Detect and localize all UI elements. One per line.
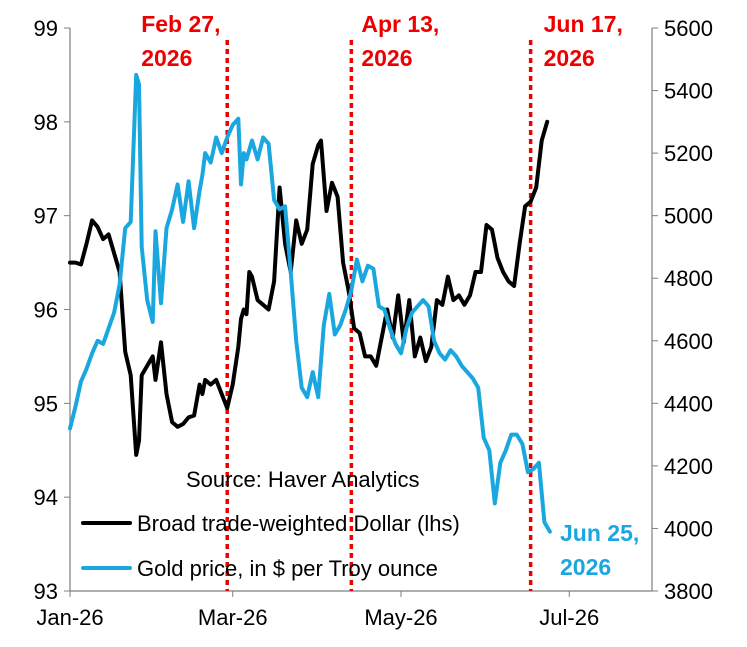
series-group bbox=[68, 72, 552, 534]
right-tick-label: 3800 bbox=[664, 579, 713, 604]
left-tick-label: 96 bbox=[34, 298, 58, 323]
event-label-year: 2026 bbox=[544, 45, 595, 71]
right-tick-label: 4800 bbox=[664, 266, 713, 291]
annotations: Feb 27, 2026 Apr 13, 2026 Jun 17, 2026 Jun 25,… bbox=[141, 11, 639, 580]
right-tick-label: 4600 bbox=[664, 329, 713, 354]
dollar-series-line bbox=[68, 119, 550, 457]
event-label-date: Jun 17, bbox=[544, 11, 623, 37]
event-label-date: Feb 27, bbox=[141, 11, 220, 37]
left-tick-label: 98 bbox=[34, 110, 58, 135]
event-label-date: Apr 13, bbox=[361, 11, 439, 37]
left-tick-label: 99 bbox=[34, 16, 58, 41]
right-tick-label: 5000 bbox=[664, 204, 713, 229]
right-tick-label: 4400 bbox=[664, 391, 713, 416]
left-tick-label: 97 bbox=[34, 204, 58, 229]
left-tick-label: 95 bbox=[34, 391, 58, 416]
x-tick-label: May-26 bbox=[364, 605, 437, 630]
event-label-year: 2026 bbox=[141, 45, 192, 71]
left-tick-label: 93 bbox=[34, 579, 58, 604]
legend-label-dollar: Broad trade-weighted Dollar (lhs) bbox=[137, 511, 460, 536]
gold-series-line bbox=[68, 72, 552, 534]
right-tick-label: 5400 bbox=[664, 79, 713, 104]
left-tick-label: 94 bbox=[34, 485, 58, 510]
axes: 93 94 95 96 97 98 99 3800 4000 4200 4400 4600 4800 50… bbox=[34, 16, 713, 630]
right-tick-label: 4000 bbox=[664, 516, 713, 541]
right-tick-label: 5600 bbox=[664, 16, 713, 41]
gold-end-label-date: Jun 25, bbox=[560, 520, 639, 546]
source-note: Source: Haver Analytics bbox=[186, 467, 420, 492]
right-tick-label: 5200 bbox=[664, 141, 713, 166]
x-tick-label: Jul-26 bbox=[539, 605, 599, 630]
gold-end-label-year: 2026 bbox=[560, 554, 611, 580]
legend: Broad trade-weighted Dollar (lhs) Gold pr… bbox=[81, 511, 460, 581]
x-tick-label: Jan-26 bbox=[36, 605, 103, 630]
event-label-year: 2026 bbox=[361, 45, 412, 71]
x-tick-label: Mar-26 bbox=[198, 605, 268, 630]
legend-label-gold: Gold price, in $ per Troy ounce bbox=[137, 556, 438, 581]
right-tick-label: 4200 bbox=[664, 454, 713, 479]
event-lines bbox=[225, 40, 533, 591]
